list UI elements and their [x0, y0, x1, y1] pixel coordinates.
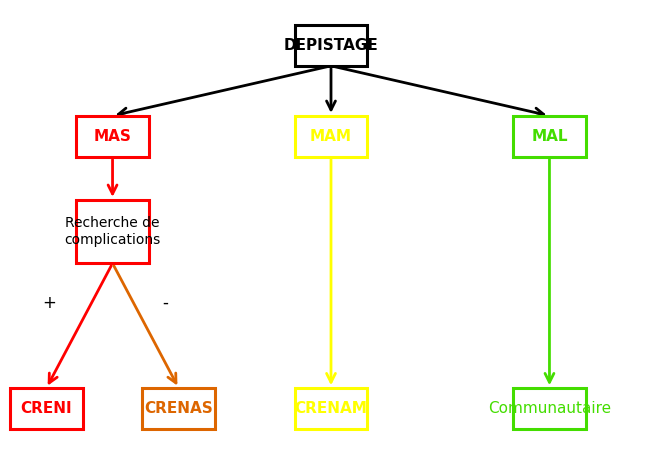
Text: MAL: MAL: [531, 128, 568, 144]
FancyBboxPatch shape: [76, 200, 149, 263]
Text: CRENI: CRENI: [21, 401, 72, 416]
FancyBboxPatch shape: [142, 388, 215, 429]
FancyBboxPatch shape: [295, 116, 367, 157]
Text: MAM: MAM: [310, 128, 352, 144]
Text: CRENAS: CRENAS: [144, 401, 213, 416]
Text: Recherche de
complications: Recherche de complications: [64, 217, 161, 247]
FancyBboxPatch shape: [295, 388, 367, 429]
Text: +: +: [43, 294, 56, 312]
Text: CRENAM: CRENAM: [295, 401, 367, 416]
FancyBboxPatch shape: [513, 388, 586, 429]
Text: Communautaire: Communautaire: [488, 401, 611, 416]
FancyBboxPatch shape: [513, 116, 586, 157]
Text: -: -: [163, 294, 168, 312]
FancyBboxPatch shape: [295, 25, 367, 66]
FancyBboxPatch shape: [76, 116, 149, 157]
Text: MAS: MAS: [93, 128, 132, 144]
FancyBboxPatch shape: [10, 388, 83, 429]
Text: DEPISTAGE: DEPISTAGE: [283, 38, 379, 53]
